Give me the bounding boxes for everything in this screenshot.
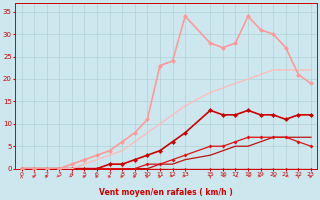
X-axis label: Vent moyen/en rafales ( km/h ): Vent moyen/en rafales ( km/h ): [100, 188, 233, 197]
